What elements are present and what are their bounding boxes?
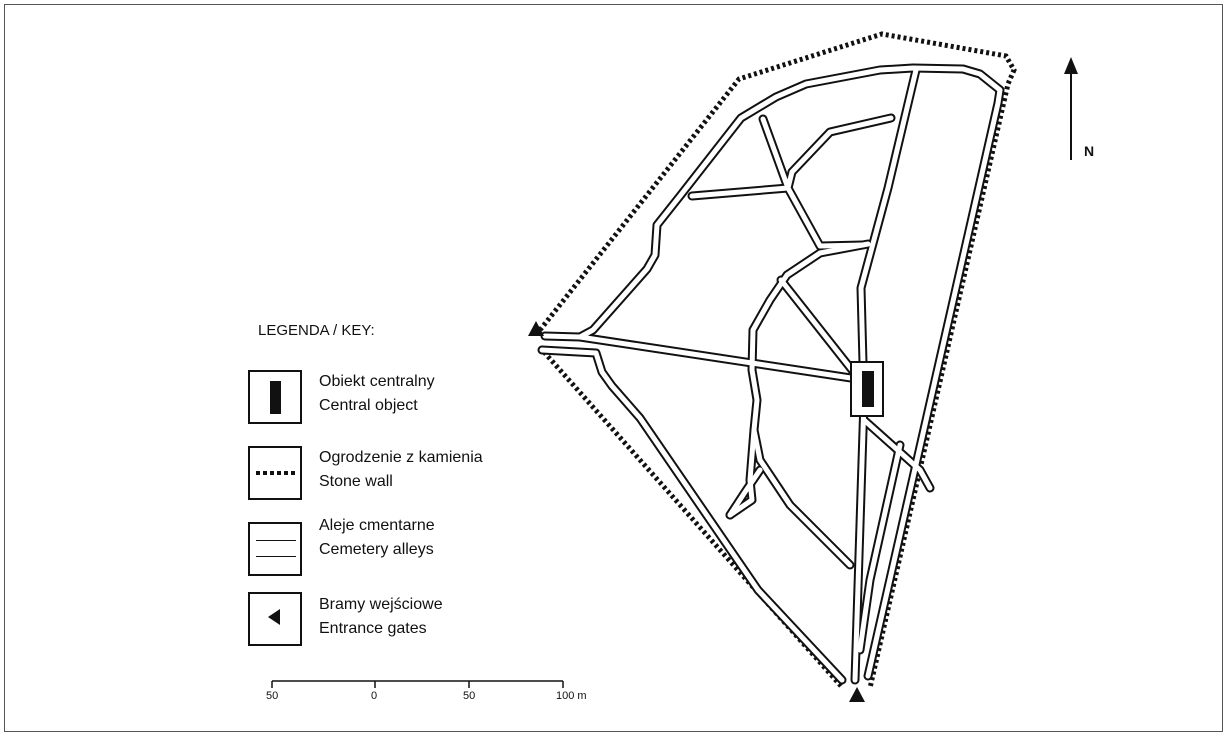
legend-item-stone-wall: Ogrodzenie z kamienia Stone wall — [319, 446, 483, 494]
legend-title: LEGENDA / KEY: — [258, 322, 375, 339]
legend-label-pl: Obiekt centralny — [319, 373, 435, 390]
gate-west — [528, 321, 544, 336]
legend-item-gates: Bramy wejściowe Entrance gates — [319, 593, 443, 641]
legend-label-en: Entrance gates — [319, 620, 427, 637]
cemetery-alleys — [537, 63, 1005, 685]
central-object-icon — [248, 370, 302, 424]
scale-bar — [271, 680, 564, 688]
legend-label-pl: Bramy wejściowe — [319, 596, 443, 613]
legend-label-en: Stone wall — [319, 473, 393, 490]
map-frame — [4, 4, 1223, 732]
legend-label-pl: Ogrodzenie z kamienia — [319, 449, 483, 466]
scale-label: 0 — [371, 690, 378, 702]
north-label: N — [1084, 143, 1095, 159]
central-object — [850, 361, 884, 417]
gate-south — [849, 687, 865, 702]
gate-icon — [248, 592, 302, 646]
legend-label-en: Central object — [319, 397, 418, 414]
scale-label: 100 m — [556, 690, 587, 702]
north-arrow — [1064, 57, 1078, 160]
scale-label: 50 — [463, 690, 476, 702]
stone-wall-icon — [248, 446, 302, 500]
legend-item-central-object: Obiekt centralny Central object — [319, 370, 435, 418]
legend-label-en: Cemetery alleys — [319, 541, 434, 558]
entrance-gates — [528, 321, 865, 702]
legend-item-alleys: Aleje cmentarne Cemetery alleys — [319, 514, 435, 562]
scale-label: 50 — [266, 690, 279, 702]
alley-icon — [248, 522, 302, 576]
legend-label-pl: Aleje cmentarne — [319, 517, 435, 534]
